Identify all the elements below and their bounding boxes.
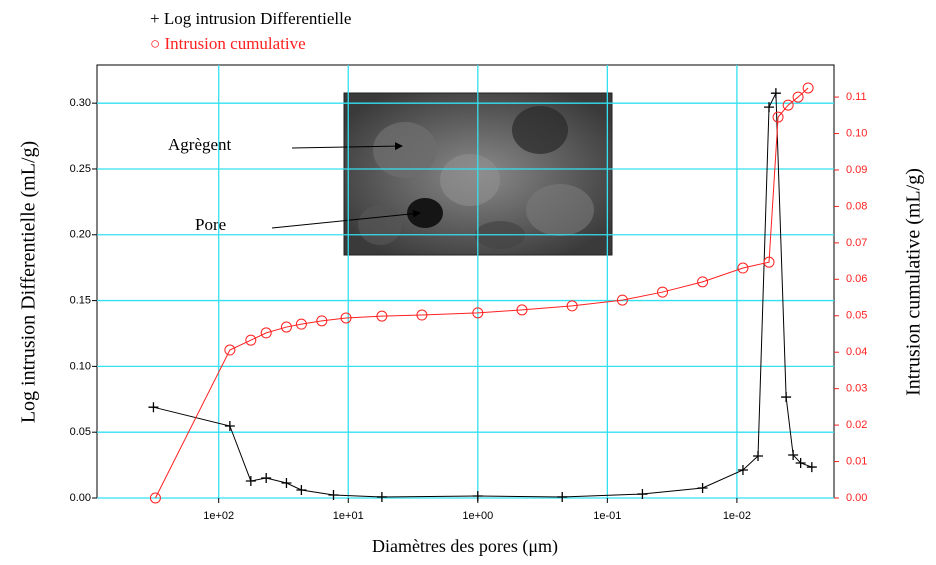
y-tick-label: 0.20 [70, 229, 91, 241]
annotation: Pore [195, 215, 226, 234]
y-axis-label: Log intrusion Differentielle (mL/g) [18, 141, 40, 423]
x-tick-label: 1e+00 [462, 510, 493, 522]
series-line [153, 92, 812, 498]
point [281, 477, 292, 488]
x-axis-label: Diamètres des pores (μm) [372, 536, 558, 557]
point [316, 315, 328, 327]
point [657, 286, 669, 298]
legend-entry: + Log intrusion Differentielle [150, 9, 351, 28]
point [280, 321, 292, 333]
x-tick-label: 1e-02 [723, 510, 751, 522]
point [764, 102, 775, 113]
legend-entry: ○ Intrusion cumulative [150, 34, 306, 53]
point [245, 334, 257, 346]
point [472, 491, 483, 502]
annotation-arrow [291, 142, 403, 151]
point [295, 318, 307, 330]
point [260, 327, 272, 339]
point [148, 402, 159, 413]
point [224, 344, 236, 356]
y2-tick-label: 0.03 [846, 383, 867, 395]
point [697, 482, 708, 493]
point [328, 489, 339, 500]
point [340, 312, 352, 324]
point [782, 99, 794, 111]
x-tick-label: 1e-01 [593, 510, 621, 522]
y-tick-label: 0.10 [70, 360, 91, 372]
y-tick-label: 0.15 [70, 294, 91, 306]
point [697, 276, 709, 288]
point [245, 476, 256, 487]
point [788, 449, 799, 460]
point [376, 310, 388, 322]
point [781, 392, 792, 403]
x-tick-label: 1e+01 [333, 510, 364, 522]
y2-tick-label: 0.11 [846, 91, 867, 103]
point [753, 451, 764, 462]
point [802, 82, 814, 94]
annotation: Agrègent [168, 135, 232, 154]
point [795, 457, 806, 468]
point [616, 294, 628, 306]
y2-tick-label: 0.09 [846, 164, 867, 176]
point [737, 464, 748, 475]
y2-tick-label: 0.07 [846, 237, 867, 249]
point [472, 307, 484, 319]
point [149, 492, 161, 504]
point [516, 304, 528, 316]
y-tick-label: 0.05 [70, 426, 91, 438]
point [770, 88, 781, 99]
y2-tick-label: 0.10 [846, 127, 867, 139]
point [261, 472, 272, 483]
y2-tick-label: 0.01 [846, 455, 867, 467]
point [416, 309, 428, 321]
point [557, 491, 568, 502]
y2-tick-label: 0.02 [846, 419, 867, 431]
point [737, 262, 749, 274]
point [637, 489, 648, 500]
y2-tick-label: 0.06 [846, 273, 867, 285]
point [224, 421, 235, 432]
point [566, 300, 578, 312]
point [772, 111, 784, 123]
point [792, 91, 804, 103]
point [806, 462, 817, 473]
point [296, 484, 307, 495]
annotation-arrow [271, 209, 421, 229]
y-tick-label: 0.30 [70, 97, 91, 109]
y2-axis-label: Intrusion cumulative (mL/g) [903, 168, 925, 396]
y2-tick-label: 0.00 [846, 492, 867, 504]
x-tick-label: 1e+02 [203, 510, 234, 522]
point [376, 491, 387, 502]
y2-tick-label: 0.04 [846, 346, 867, 358]
y2-tick-label: 0.08 [846, 200, 867, 212]
series-line [154, 87, 809, 499]
y2-tick-label: 0.05 [846, 310, 867, 322]
y-tick-label: 0.25 [70, 163, 91, 175]
y-tick-label: 0.00 [70, 492, 91, 504]
point [763, 256, 775, 268]
